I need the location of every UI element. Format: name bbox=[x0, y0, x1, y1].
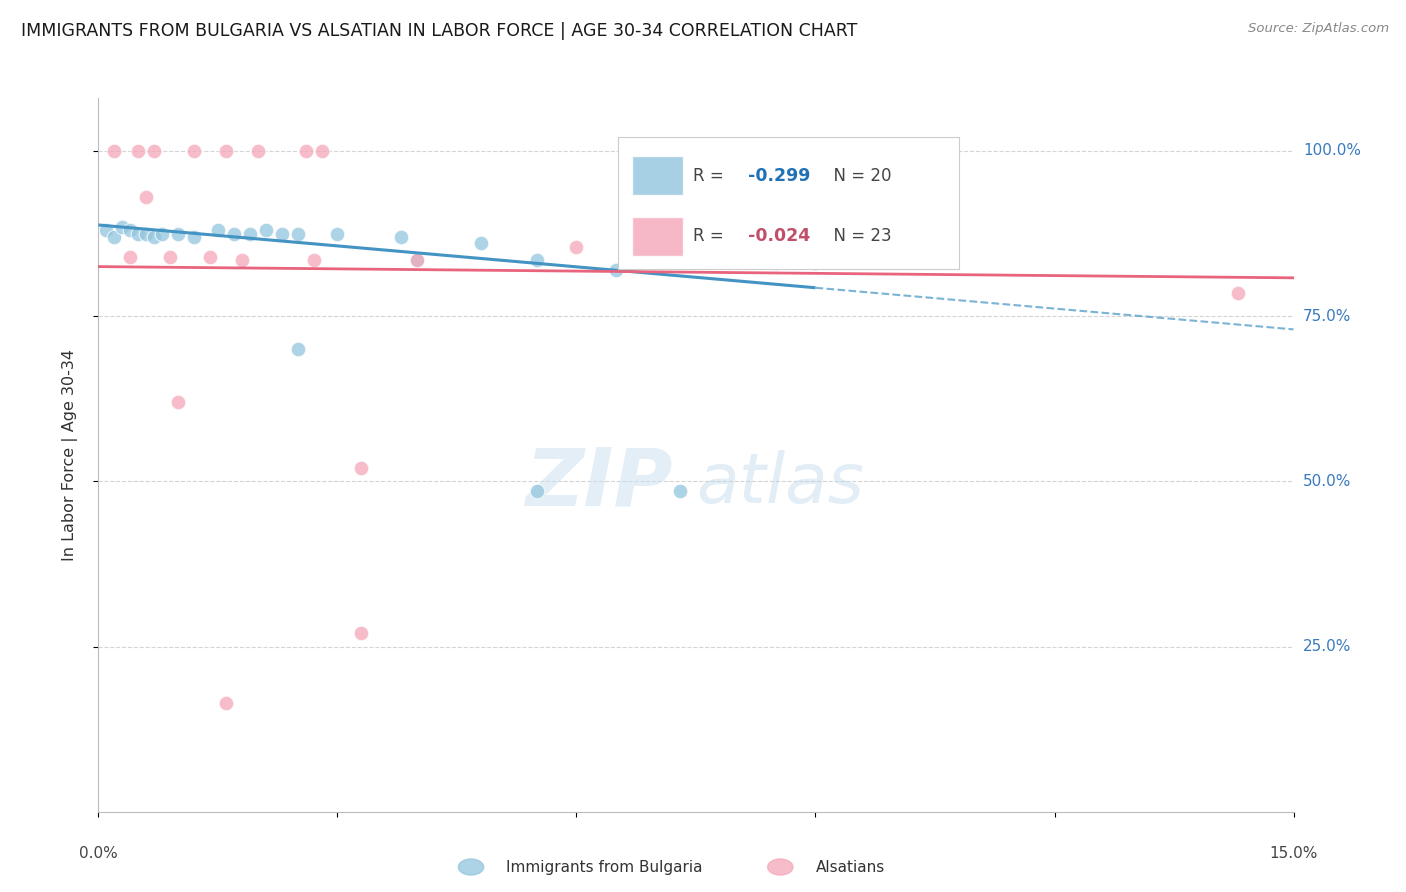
Point bbox=[159, 250, 181, 264]
Point bbox=[239, 227, 262, 241]
Point bbox=[103, 230, 125, 244]
Text: 15.0%: 15.0% bbox=[1270, 846, 1317, 861]
Point bbox=[350, 461, 373, 475]
Point bbox=[127, 144, 149, 158]
Point bbox=[311, 144, 333, 158]
Point bbox=[470, 236, 492, 251]
Point bbox=[231, 252, 253, 267]
Point bbox=[246, 144, 269, 158]
Text: 25.0%: 25.0% bbox=[1303, 639, 1351, 654]
Point bbox=[254, 223, 277, 237]
Text: ZIP: ZIP bbox=[524, 444, 672, 523]
Point bbox=[605, 263, 627, 277]
Text: IMMIGRANTS FROM BULGARIA VS ALSATIAN IN LABOR FORCE | AGE 30-34 CORRELATION CHAR: IMMIGRANTS FROM BULGARIA VS ALSATIAN IN … bbox=[21, 22, 858, 40]
Text: 75.0%: 75.0% bbox=[1303, 309, 1351, 324]
Point bbox=[669, 484, 692, 499]
Point bbox=[287, 342, 309, 356]
Point bbox=[222, 227, 245, 241]
Point bbox=[183, 230, 205, 244]
Point bbox=[406, 252, 429, 267]
Point bbox=[207, 223, 229, 237]
Point bbox=[628, 240, 651, 254]
Text: 100.0%: 100.0% bbox=[1303, 144, 1361, 159]
Point bbox=[120, 223, 142, 237]
Point bbox=[565, 240, 588, 254]
Text: 0.0%: 0.0% bbox=[79, 846, 118, 861]
Point bbox=[294, 144, 316, 158]
Point bbox=[150, 227, 173, 241]
Point bbox=[143, 230, 166, 244]
Point bbox=[183, 144, 205, 158]
Point bbox=[287, 227, 309, 241]
Y-axis label: In Labor Force | Age 30-34: In Labor Force | Age 30-34 bbox=[62, 349, 77, 561]
Point bbox=[302, 252, 325, 267]
Point bbox=[389, 230, 412, 244]
Point bbox=[103, 144, 125, 158]
Point bbox=[120, 250, 142, 264]
Point bbox=[198, 250, 221, 264]
Point bbox=[96, 223, 118, 237]
Text: atlas: atlas bbox=[696, 450, 863, 517]
Point bbox=[270, 227, 292, 241]
Point bbox=[135, 190, 157, 204]
Text: 50.0%: 50.0% bbox=[1303, 474, 1351, 489]
Point bbox=[406, 252, 429, 267]
Point bbox=[804, 256, 827, 270]
Point bbox=[127, 227, 149, 241]
Point bbox=[215, 696, 238, 710]
Point bbox=[143, 144, 166, 158]
Point bbox=[1226, 286, 1249, 301]
Point bbox=[326, 227, 349, 241]
Point bbox=[167, 227, 190, 241]
Point bbox=[526, 252, 548, 267]
Point bbox=[111, 219, 134, 234]
Point bbox=[350, 626, 373, 640]
Point bbox=[215, 144, 238, 158]
Point bbox=[167, 395, 190, 409]
Point bbox=[526, 484, 548, 499]
Text: Source: ZipAtlas.com: Source: ZipAtlas.com bbox=[1249, 22, 1389, 36]
Text: Immigrants from Bulgaria: Immigrants from Bulgaria bbox=[506, 860, 703, 874]
Point bbox=[765, 256, 787, 270]
Point bbox=[628, 256, 651, 270]
Text: Alsatians: Alsatians bbox=[815, 860, 884, 874]
Point bbox=[135, 227, 157, 241]
